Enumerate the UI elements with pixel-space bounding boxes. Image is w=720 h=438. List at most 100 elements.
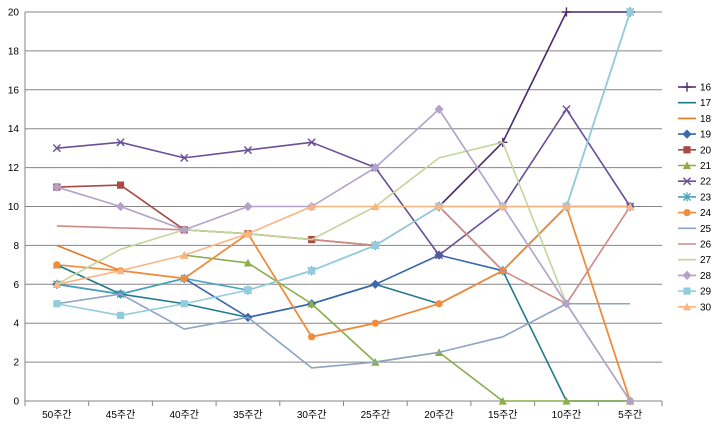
data-point-22 bbox=[562, 105, 571, 114]
data-point-28 bbox=[115, 201, 126, 212]
series-16 bbox=[434, 7, 635, 212]
legend-marker bbox=[683, 209, 691, 217]
legend-item-22: 22 bbox=[678, 177, 712, 188]
legend-label: 18 bbox=[700, 114, 712, 125]
y-tick-label: 12 bbox=[8, 163, 20, 174]
x-tick-label: 45주간 bbox=[106, 409, 136, 421]
data-point-28 bbox=[625, 396, 635, 406]
data-point-21 bbox=[498, 396, 507, 405]
data-point-24 bbox=[308, 333, 316, 341]
data-point-28 bbox=[243, 201, 253, 212]
series-18 bbox=[56, 205, 631, 402]
y-tick-label: 8 bbox=[13, 241, 19, 252]
series-26 bbox=[56, 205, 631, 305]
legend-item-27: 27 bbox=[678, 255, 712, 266]
series-line-30 bbox=[56, 205, 631, 286]
data-point-22 bbox=[243, 146, 253, 155]
legend-label: 29 bbox=[700, 287, 712, 298]
legend-label: 26 bbox=[700, 240, 712, 251]
legend-marker bbox=[682, 302, 692, 311]
series-20 bbox=[53, 181, 379, 249]
x-tick-label: 25주간 bbox=[361, 409, 391, 421]
legend-marker bbox=[682, 161, 692, 170]
legend-marker bbox=[683, 146, 691, 154]
series-line-16 bbox=[438, 11, 631, 208]
data-point-20 bbox=[116, 181, 125, 189]
legend-item-29: 29 bbox=[678, 287, 712, 298]
legend-label: 27 bbox=[700, 255, 712, 266]
x-tick-label: 50주간 bbox=[42, 409, 72, 421]
data-point-29 bbox=[626, 8, 634, 16]
legend-marker bbox=[682, 177, 692, 186]
data-point-19 bbox=[370, 279, 380, 289]
data-point-24 bbox=[371, 319, 379, 327]
y-tick-label: 20 bbox=[8, 8, 20, 19]
y-tick-label: 6 bbox=[13, 280, 19, 291]
series-line-21 bbox=[184, 254, 631, 402]
legend-item-23: 23 bbox=[678, 192, 712, 203]
y-tick-label: 10 bbox=[8, 202, 20, 213]
data-point-28 bbox=[179, 225, 189, 235]
data-point-22 bbox=[180, 153, 189, 162]
data-point-29 bbox=[244, 286, 252, 294]
series-27 bbox=[56, 141, 631, 402]
data-point-22 bbox=[52, 144, 61, 153]
data-point-22 bbox=[434, 251, 444, 260]
data-point-24 bbox=[53, 261, 61, 269]
data-point-21 bbox=[243, 258, 253, 267]
legend-label: 17 bbox=[700, 98, 712, 109]
legend-item-30: 30 bbox=[678, 302, 712, 313]
legend-label: 23 bbox=[700, 192, 712, 203]
series-line-18 bbox=[56, 205, 631, 402]
data-point-22 bbox=[116, 138, 125, 147]
data-point-30 bbox=[562, 202, 571, 211]
data-point-28 bbox=[52, 182, 62, 192]
series-30 bbox=[52, 202, 635, 288]
data-point-30 bbox=[180, 251, 189, 259]
data-point-30 bbox=[371, 202, 380, 211]
data-point-29 bbox=[53, 300, 61, 308]
legend-item-26: 26 bbox=[678, 240, 712, 251]
legend-item-20: 20 bbox=[678, 145, 712, 156]
legend-item-18: 18 bbox=[678, 114, 712, 125]
x-tick-label: 15주간 bbox=[488, 409, 518, 421]
legend-item-21: 21 bbox=[678, 161, 712, 172]
series-line-22 bbox=[56, 108, 631, 256]
legend-marker bbox=[682, 82, 692, 92]
legend-label: 21 bbox=[700, 161, 712, 172]
legend-marker bbox=[682, 270, 692, 280]
data-point-28 bbox=[370, 163, 380, 173]
legend-label: 20 bbox=[700, 145, 712, 156]
legend-marker bbox=[683, 287, 691, 295]
data-point-30 bbox=[626, 202, 635, 211]
y-tick-label: 14 bbox=[8, 124, 20, 135]
legend-item-24: 24 bbox=[678, 208, 712, 219]
legend-item-17: 17 bbox=[678, 98, 712, 109]
series-24 bbox=[53, 202, 634, 405]
data-point-30 bbox=[434, 202, 444, 211]
data-point-29 bbox=[308, 267, 316, 275]
series-line-20 bbox=[56, 184, 376, 247]
legend-item-25: 25 bbox=[678, 224, 712, 235]
legend-item-28: 28 bbox=[678, 270, 712, 282]
data-point-30 bbox=[307, 202, 316, 211]
series-25 bbox=[56, 293, 631, 369]
axes: 0 2 4 6 8 10 12 14 16 18 20 50주간 45주간 40주간 35주간 30주간 25주… bbox=[8, 8, 663, 421]
y-tick-label: 2 bbox=[13, 358, 19, 369]
data-point-24 bbox=[180, 274, 188, 283]
data-point-24 bbox=[435, 300, 443, 308]
data-point-22 bbox=[307, 138, 316, 147]
x-tick-label: 30주간 bbox=[297, 409, 327, 421]
legend-label: 30 bbox=[700, 302, 712, 313]
legend-item-16: 16 bbox=[678, 82, 712, 94]
x-tick-label: 5주간 bbox=[618, 409, 642, 421]
legend-label: 25 bbox=[700, 224, 712, 235]
x-tick-label: 10주간 bbox=[552, 409, 582, 421]
series-line-24 bbox=[56, 205, 631, 402]
series-line-27 bbox=[56, 141, 631, 402]
data-point-29 bbox=[116, 311, 125, 320]
y-tick-label: 18 bbox=[8, 46, 20, 57]
series-line-23 bbox=[56, 11, 631, 295]
